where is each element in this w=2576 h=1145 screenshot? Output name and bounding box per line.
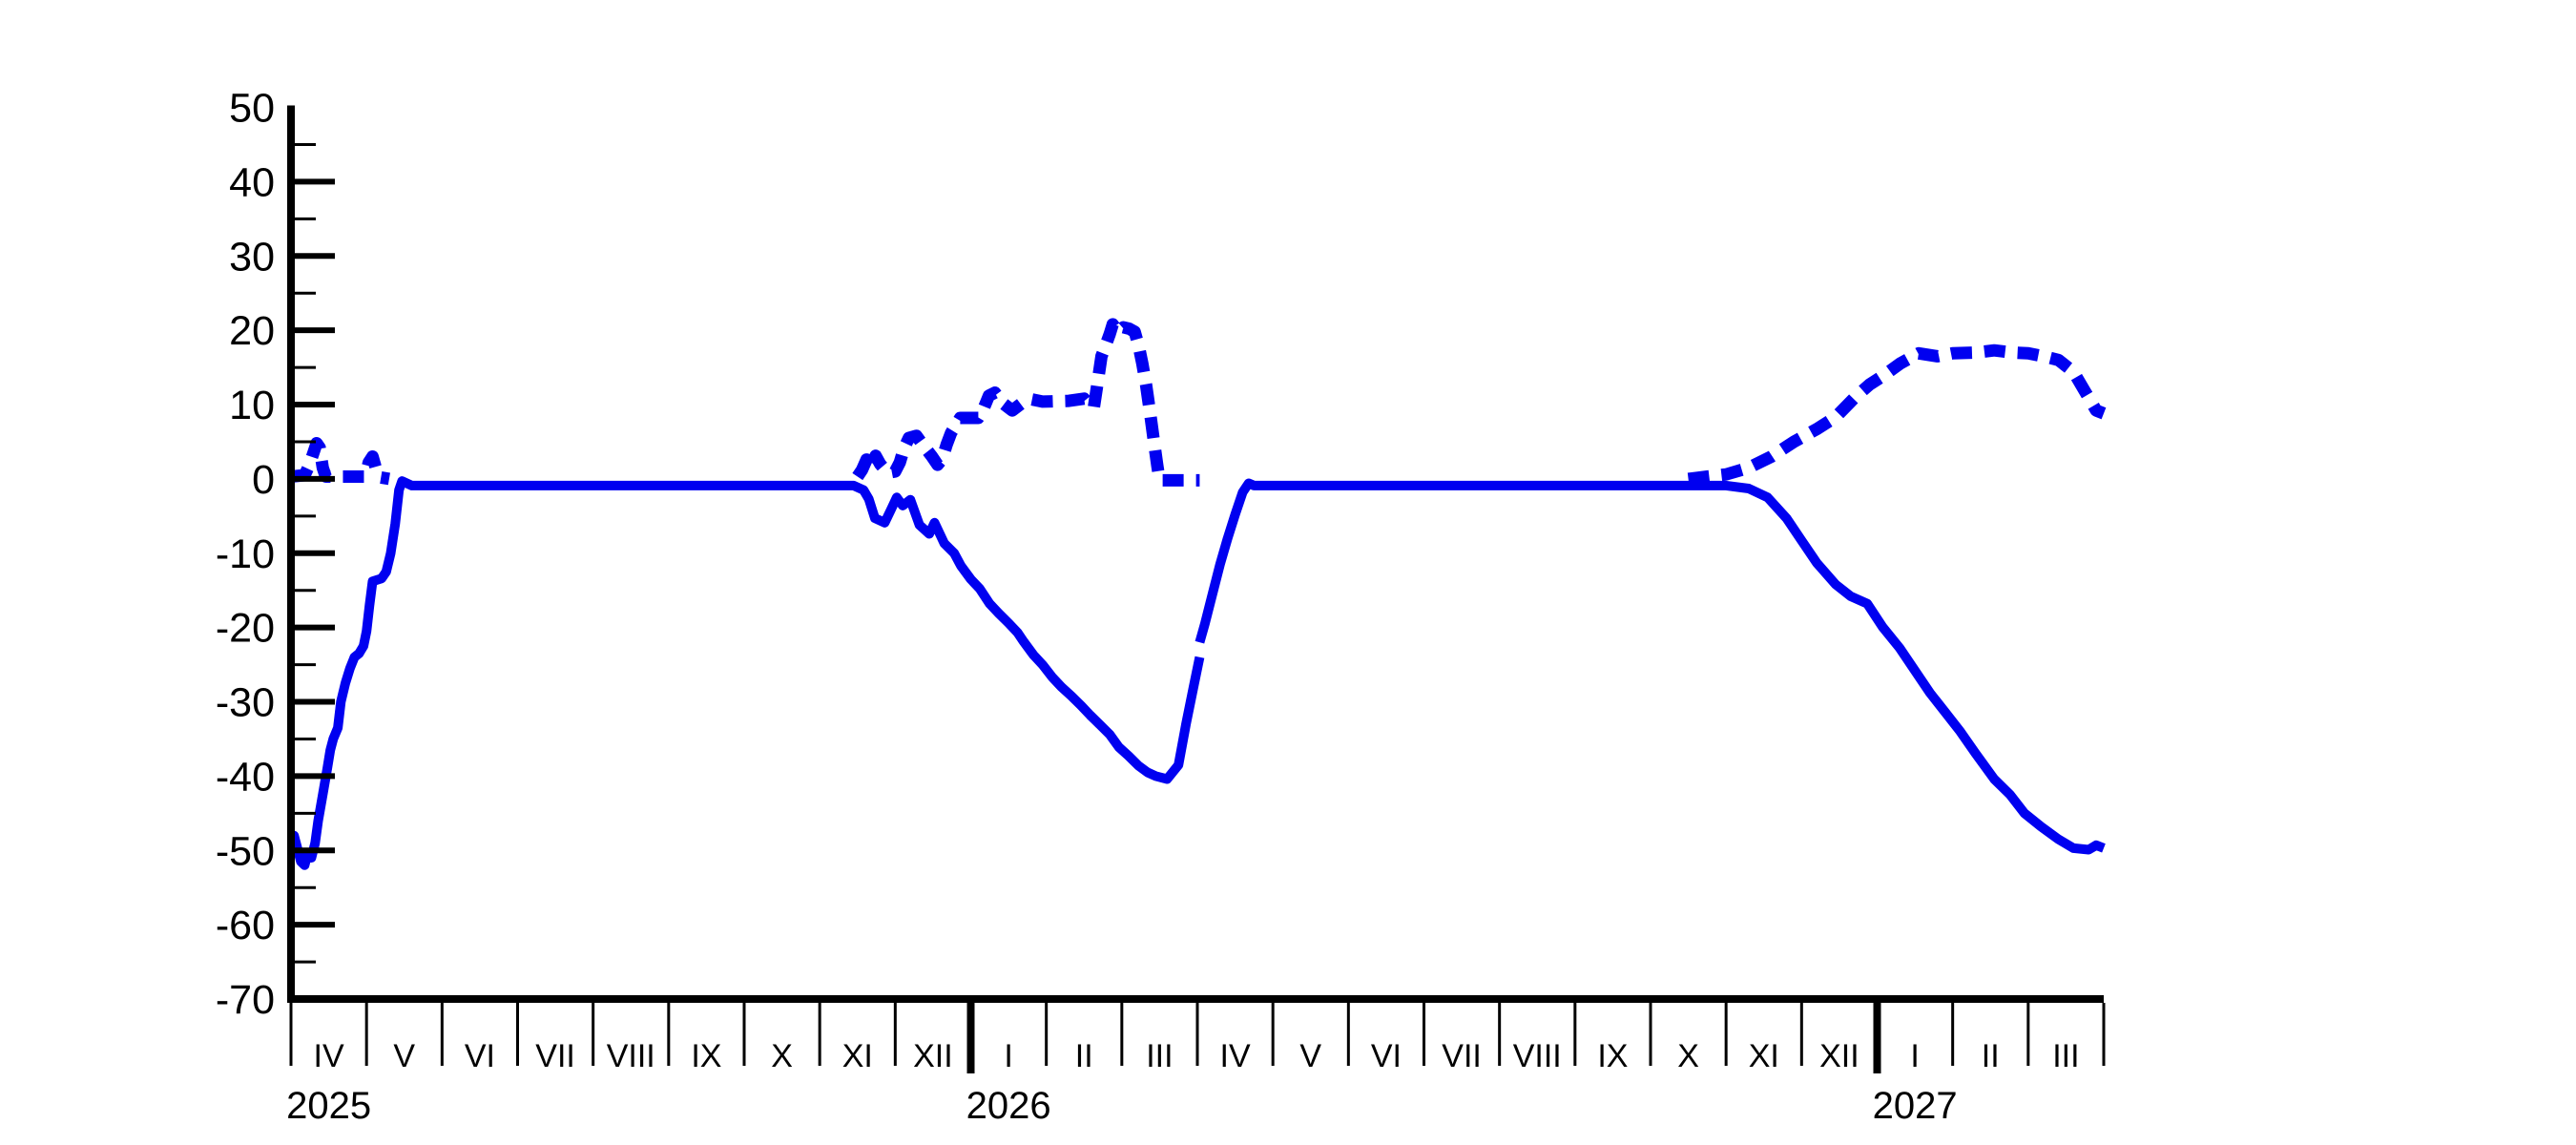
month-label: VIII: [607, 1038, 655, 1074]
y-tick-label: 50: [229, 86, 275, 132]
month-label: XII: [1819, 1038, 1859, 1074]
month-label: II: [1982, 1038, 2000, 1074]
month-label: III: [2052, 1038, 2079, 1074]
y-tick-label: -30: [216, 680, 275, 726]
month-label: X: [1677, 1038, 1699, 1074]
month-label: IV: [1220, 1038, 1251, 1074]
month-label: IX: [1597, 1038, 1628, 1074]
month-label: XI: [842, 1038, 873, 1074]
y-tick-label: 30: [229, 234, 275, 280]
month-label: XI: [1749, 1038, 1779, 1074]
y-tick-label: 0: [252, 457, 275, 503]
month-label: VI: [1371, 1038, 1402, 1074]
x-tick-labels: IV V VI VII VIII IX X XI XII I II III IV V VI VII VIII IX…: [286, 1038, 2079, 1127]
month-label: VII: [535, 1038, 575, 1074]
y-axis-title: [17, 571, 60, 613]
month-label: I: [1910, 1038, 1919, 1074]
y-tick-label: -20: [216, 606, 275, 652]
y-tick-label: 40: [229, 159, 275, 205]
snow-depth-forecast-line: [1687, 344, 2107, 486]
ice-thickness-forecast-line: [1195, 478, 2106, 855]
y-tick-labels: 50 40 30 20 10 0 -10 -20 -30 -40 -50 -60 -70: [216, 86, 275, 1024]
ice-thickness-history-line: [287, 476, 1205, 870]
y-tick-label: 20: [229, 308, 275, 354]
month-label: VII: [1442, 1038, 1482, 1074]
y-tick-label: -40: [216, 754, 275, 800]
month-label: III: [1146, 1038, 1173, 1074]
y-tick-label: -60: [216, 903, 275, 948]
month-label: VIII: [1513, 1038, 1562, 1074]
year-label: 2027: [1873, 1085, 1958, 1127]
month-label: XII: [913, 1038, 953, 1074]
y-tick-label: -70: [216, 977, 275, 1023]
year-label: 2026: [966, 1085, 1051, 1127]
y-tick-label: -50: [216, 828, 275, 874]
month-label: V: [1299, 1038, 1321, 1074]
y-tick-label: 10: [229, 383, 275, 428]
month-label: II: [1075, 1038, 1093, 1074]
axes: [287, 105, 2106, 1073]
month-label: IX: [691, 1038, 721, 1074]
legend: [2120, 25, 2559, 50]
snow-depth-history-line-spring: [290, 437, 390, 486]
y-tick-label: -10: [216, 531, 275, 577]
month-label: IV: [314, 1038, 344, 1074]
month-label: V: [393, 1038, 415, 1074]
month-label: I: [1004, 1038, 1012, 1074]
month-label: VI: [465, 1038, 495, 1074]
snow-depth-history-line-winter: [852, 318, 1200, 487]
month-label: X: [771, 1038, 793, 1074]
year-label: 2025: [286, 1085, 371, 1127]
